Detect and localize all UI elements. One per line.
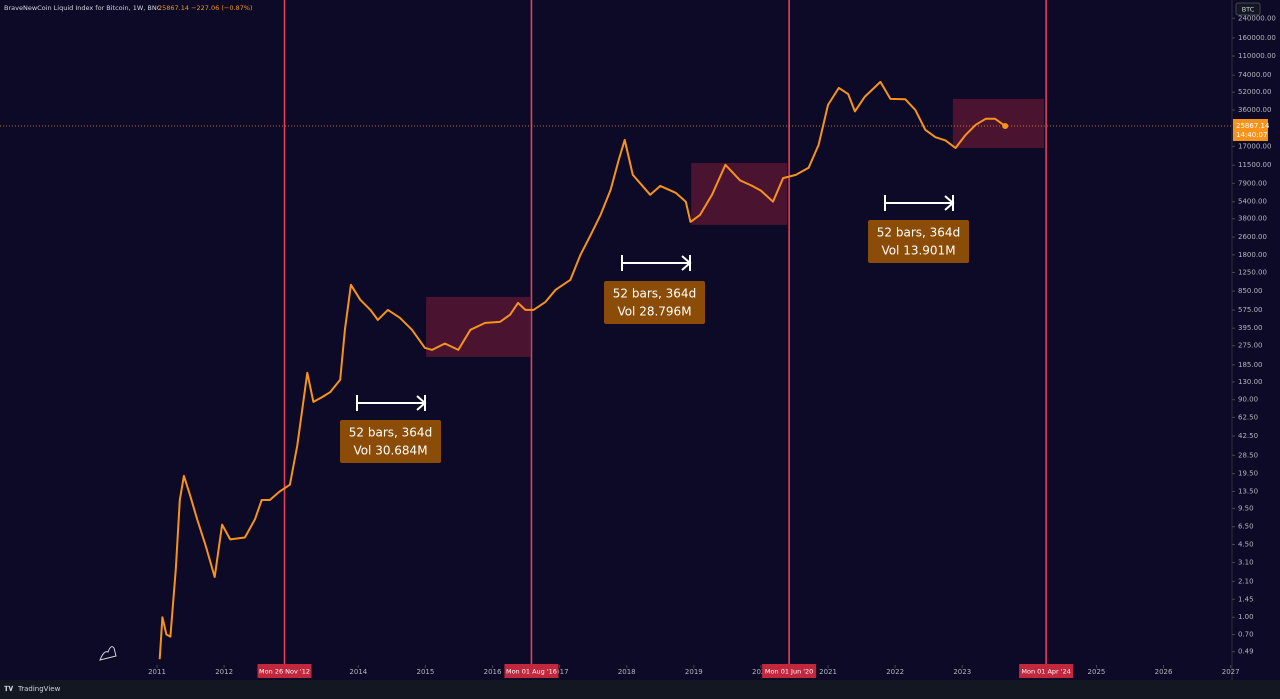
x-tick-label: 2027 bbox=[1222, 668, 1240, 676]
plot: 52 bars, 364d Vol 30.684M 52 bars, 364d Vol… bbox=[0, 0, 1232, 668]
range-zone bbox=[691, 162, 788, 225]
y-tick-label: 9.50 bbox=[1238, 504, 1254, 512]
y-tick-label: 5400.00 bbox=[1238, 198, 1267, 206]
x-tick-label: 2011 bbox=[148, 668, 166, 676]
x-tick-label: 2025 bbox=[1088, 668, 1106, 676]
y-tick-label: 1250.00 bbox=[1238, 268, 1267, 276]
measure-bars: 52 bars, 364d bbox=[613, 287, 696, 301]
x-tick-label: 2021 bbox=[819, 668, 837, 676]
y-tick-label: 240000.00 bbox=[1238, 14, 1276, 22]
y-tick-label: 74000.00 bbox=[1238, 71, 1271, 79]
y-tick-label: 2.10 bbox=[1238, 577, 1254, 585]
y-tick-label: 1.00 bbox=[1238, 613, 1254, 621]
last-point bbox=[1002, 123, 1009, 130]
last-price-label: 25867.14 bbox=[1236, 122, 1270, 130]
x-tick-label: 2017 bbox=[551, 668, 569, 676]
currency-button[interactable] bbox=[1235, 2, 1261, 16]
price-axis-panel bbox=[1232, 0, 1280, 680]
measure-volume: Vol 28.796M bbox=[617, 305, 691, 319]
x-tick-label: 2020 bbox=[752, 668, 770, 676]
y-tick-label: 17000.00 bbox=[1238, 142, 1271, 150]
date-label-box bbox=[762, 664, 817, 678]
x-tick-label: 2018 bbox=[618, 668, 636, 676]
y-tick-label: 110000.00 bbox=[1238, 52, 1276, 60]
y-tick-label: 6.50 bbox=[1238, 523, 1254, 531]
quote: 25867.14 −227.06 (−0.87%) bbox=[158, 4, 253, 12]
measure-box bbox=[868, 220, 969, 263]
y-tick-label: 185.00 bbox=[1238, 361, 1263, 369]
y-tick-label: 62.50 bbox=[1238, 413, 1258, 421]
y-tick-label: 850.00 bbox=[1238, 287, 1263, 295]
date-label: Mon 01 Jun '20 bbox=[765, 668, 813, 676]
x-tick-label: 2023 bbox=[953, 668, 971, 676]
x-tick-label: 2019 bbox=[685, 668, 703, 676]
x-tick-label: 2012 bbox=[215, 668, 233, 676]
x-tick-label: 2015 bbox=[417, 668, 435, 676]
y-tick-label: 1800.00 bbox=[1238, 251, 1267, 259]
y-tick-label: 28.50 bbox=[1238, 451, 1258, 459]
x-tick-label: 2014 bbox=[349, 668, 367, 676]
date-label-box bbox=[257, 664, 312, 678]
date-label-box bbox=[1019, 664, 1074, 678]
y-tick-label: 42.50 bbox=[1238, 432, 1258, 440]
date-label: Mon 26 Nov '12 bbox=[259, 668, 310, 676]
y-tick-label: 0.49 bbox=[1238, 648, 1254, 656]
x-tick-label: 2026 bbox=[1155, 668, 1173, 676]
measure-arrow-head bbox=[416, 395, 427, 411]
date-label-box bbox=[504, 664, 559, 678]
y-tick-label: 160000.00 bbox=[1238, 34, 1276, 42]
y-tick-label: 52000.00 bbox=[1238, 88, 1271, 96]
x-tick-label: 2022 bbox=[886, 668, 904, 676]
measure-bars: 52 bars, 364d bbox=[349, 426, 432, 440]
y-tick-label: 90.00 bbox=[1238, 396, 1258, 404]
currency-label[interactable]: BTC bbox=[1242, 6, 1255, 14]
measure-volume: Vol 30.684M bbox=[353, 444, 427, 458]
measure-bars: 52 bars, 364d bbox=[877, 226, 960, 240]
x-tick-label: 2016 bbox=[484, 668, 502, 676]
y-tick-label: 11500.00 bbox=[1238, 161, 1271, 169]
y-tick-label: 3800.00 bbox=[1238, 215, 1267, 223]
y-tick-label: 7900.00 bbox=[1238, 179, 1267, 187]
footer-bar bbox=[0, 680, 1280, 699]
logo-mark: 𝐓𝐕 bbox=[4, 685, 14, 693]
icon bbox=[99, 646, 117, 661]
footer-logo: TradingView bbox=[17, 685, 61, 693]
measure-box bbox=[340, 420, 441, 463]
y-tick-label: 0.70 bbox=[1238, 630, 1254, 638]
y-tick-label: 275.00 bbox=[1238, 342, 1263, 350]
y-tick-label: 36000.00 bbox=[1238, 106, 1271, 114]
measure-volume: Vol 13.901M bbox=[881, 244, 955, 258]
last-price-box bbox=[1233, 119, 1268, 142]
axes: 240000.00 160000.00 110000.00 74000.00 52000… bbox=[148, 14, 1276, 678]
symbol: BraveNewCoin Liquid Index for Bitcoin, 1… bbox=[4, 4, 162, 12]
y-tick-label: 19.50 bbox=[1238, 470, 1258, 478]
y-tick-label: 1.45 bbox=[1238, 595, 1254, 603]
y-tick-label: 4.50 bbox=[1238, 541, 1254, 549]
y-tick-label: 395.00 bbox=[1238, 324, 1263, 332]
y-tick-label: 130.00 bbox=[1238, 378, 1263, 386]
y-tick-label: 575.00 bbox=[1238, 306, 1263, 314]
countdown-label: 14:40:07 bbox=[1236, 131, 1267, 139]
measure-arrow-head bbox=[944, 195, 955, 211]
y-tick-label: 13.50 bbox=[1238, 487, 1258, 495]
date-label: Mon 01 Apr '24 bbox=[1021, 668, 1070, 676]
y-tick-label: 2600.00 bbox=[1238, 233, 1267, 241]
y-tick-label: 3.10 bbox=[1238, 559, 1254, 567]
range-zone bbox=[952, 98, 1045, 149]
measure-arrow-head bbox=[681, 255, 692, 271]
date-label: Mon 01 Aug '16 bbox=[506, 668, 557, 676]
price-line bbox=[158, 80, 1006, 660]
measure-box bbox=[604, 281, 705, 324]
